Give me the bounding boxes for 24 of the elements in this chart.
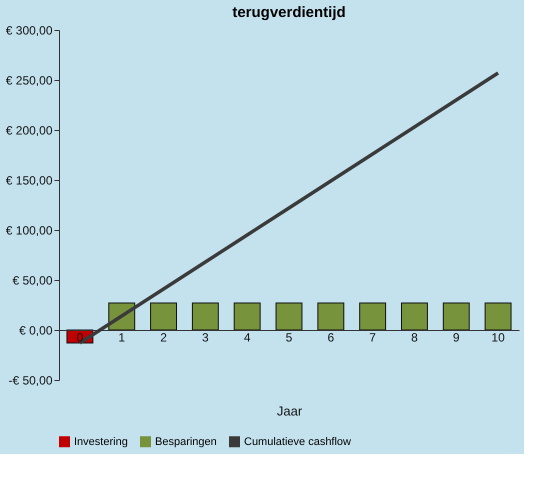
legend-label: Besparingen [155,436,217,448]
legend-label: Cumulatieve cashflow [244,436,352,448]
y-tick-label: € 0,00 [19,324,53,338]
chart-title: terugverdientijd [232,4,346,21]
y-tick-label: € 250,00 [6,74,53,88]
x-tick-label: 6 [327,330,334,344]
y-tick-label: € 150,00 [6,174,53,188]
y-tick-label: -€ 50,00 [8,374,53,388]
legend-label: Investering [74,436,128,448]
x-tick-label: 4 [244,330,251,344]
x-tick-label: 7 [369,330,376,344]
x-tick-label: 10 [491,330,506,344]
x-tick-label: 1 [118,330,126,344]
y-tick-label: € 100,00 [6,224,53,238]
y-tick-label: € 300,00 [6,24,53,38]
y-tick-label: € 200,00 [6,124,53,138]
x-tick-label: 5 [286,330,293,344]
x-tick-label: 0 [76,330,84,344]
x-axis-title: Jaar [276,404,303,418]
y-tick-label: € 50,00 [12,274,53,288]
x-tick-label: 3 [202,330,210,344]
x-tick-label: 2 [160,330,168,344]
x-tick-label: 8 [411,330,418,344]
x-tick-label: 9 [452,330,460,344]
